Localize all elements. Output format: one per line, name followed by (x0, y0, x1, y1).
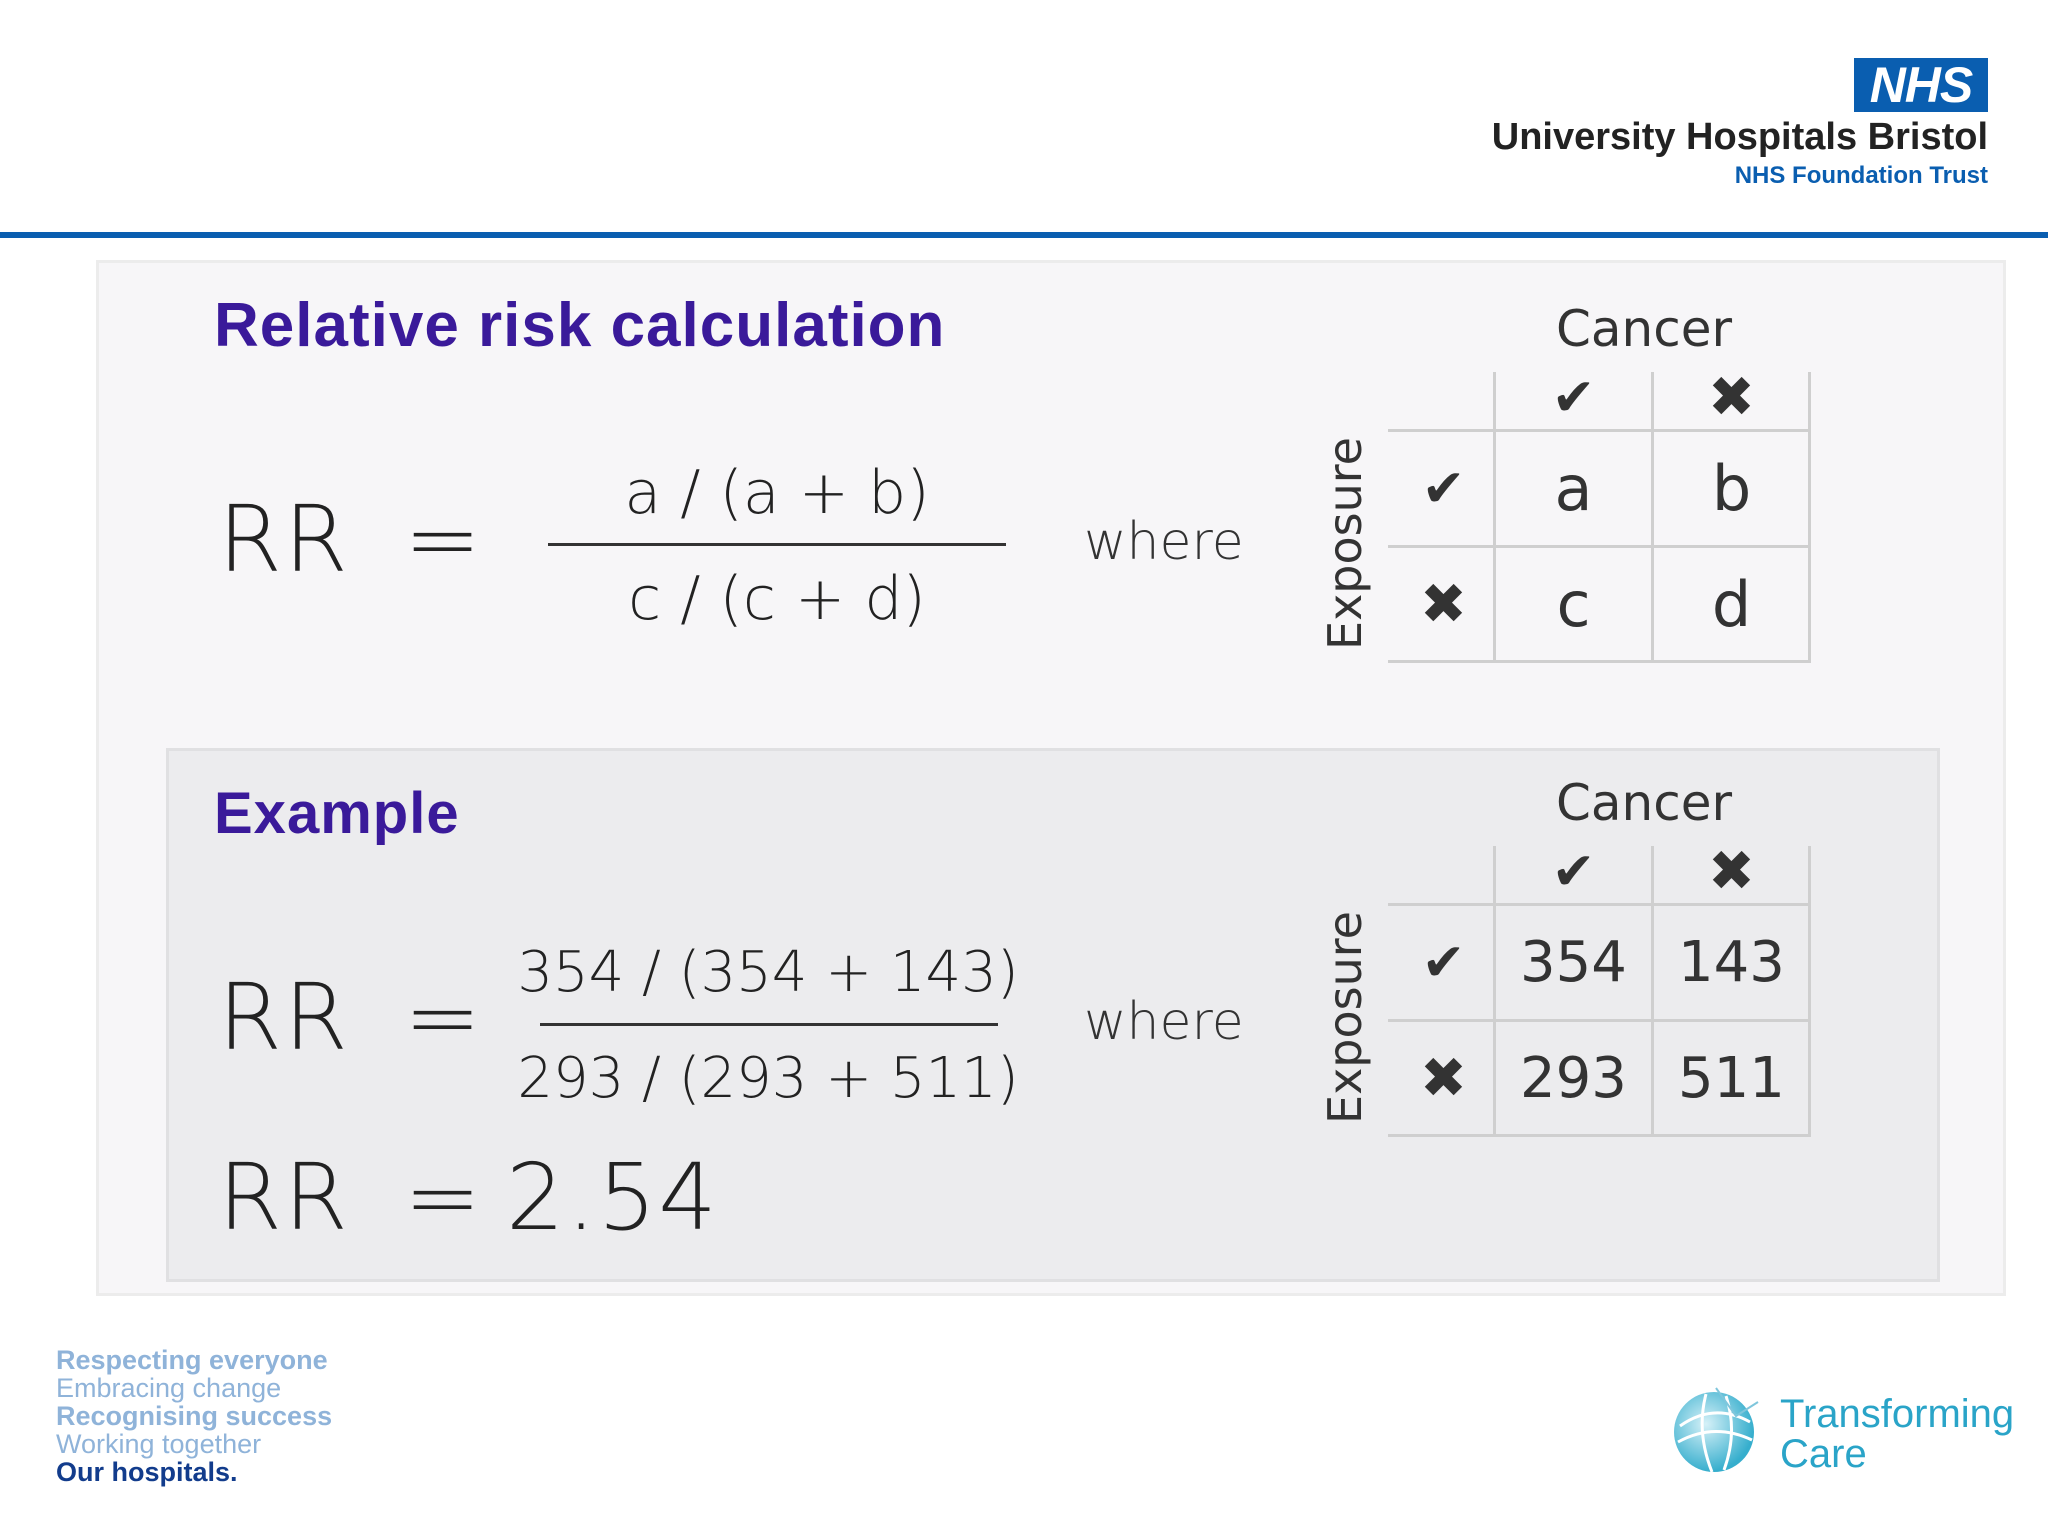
table-cell: a (1554, 452, 1593, 525)
row-header-exposure: Exposure (1318, 437, 1372, 650)
fraction-bar (540, 1023, 998, 1026)
cross-icon: ✖ (1420, 571, 1467, 637)
where-label: where (1084, 512, 1244, 572)
header-divider (0, 232, 2048, 238)
table-cell: 354 (1520, 930, 1627, 995)
check-icon: ✔ (1551, 841, 1596, 902)
check-icon: ✔ (1421, 932, 1466, 993)
example-panel (166, 748, 1940, 1282)
value-line: Embracing change (56, 1373, 282, 1403)
formula-numerator: a / (a + b) (624, 458, 930, 528)
fraction-bar (548, 543, 1006, 546)
table-cell: b (1711, 452, 1752, 525)
where-label: where (1084, 992, 1244, 1052)
table-cell: d (1711, 567, 1752, 641)
table-cell: 143 (1678, 930, 1785, 995)
nhs-logo: NHS (1854, 58, 1988, 112)
formula-numerator: 354 / (354 + 143) (517, 940, 1019, 1005)
rr-symbol: RR (218, 1144, 350, 1251)
cross-icon: ✖ (1708, 365, 1755, 430)
value-line: Recognising success (56, 1401, 333, 1431)
brand-line: Care (1780, 1432, 1867, 1476)
check-icon: ✔ (1551, 367, 1596, 428)
column-header-cancer: Cancer (1556, 300, 1733, 358)
trust-values: Respecting everyone Embracing change Rec… (56, 1346, 332, 1486)
column-header-cancer: Cancer (1556, 774, 1733, 832)
equals-sign: = (404, 1144, 482, 1251)
check-icon: ✔ (1421, 458, 1466, 519)
brand-line: Transforming (1780, 1392, 2015, 1436)
globe-icon (1674, 1387, 1759, 1473)
equals-sign: = (404, 964, 482, 1071)
rr-symbol: RR (218, 486, 350, 593)
rr-result-value: 2.54 (506, 1144, 719, 1251)
table-cell: 511 (1678, 1045, 1785, 1111)
table-cell: 293 (1520, 1045, 1627, 1111)
equals-sign: = (404, 486, 482, 593)
formula-denominator: 293 / (293 + 511) (517, 1046, 1019, 1111)
rr-symbol: RR (218, 964, 350, 1071)
example-title: Example (214, 781, 460, 846)
value-line: Our hospitals. (56, 1457, 238, 1487)
org-subtitle: NHS Foundation Trust (1734, 162, 1988, 189)
cross-icon: ✖ (1420, 1045, 1467, 1111)
formula-denominator: c / (c + d) (628, 564, 926, 634)
main-title: Relative risk calculation (214, 291, 946, 360)
value-line: Working together (56, 1429, 262, 1459)
transforming-care-wordmark: Transforming Care (1780, 1394, 2014, 1474)
org-name: University Hospitals Bristol (1491, 116, 1988, 158)
cross-icon: ✖ (1708, 839, 1755, 904)
value-line: Respecting everyone (56, 1345, 328, 1375)
table-cell: c (1556, 567, 1591, 641)
row-header-exposure: Exposure (1318, 911, 1372, 1124)
